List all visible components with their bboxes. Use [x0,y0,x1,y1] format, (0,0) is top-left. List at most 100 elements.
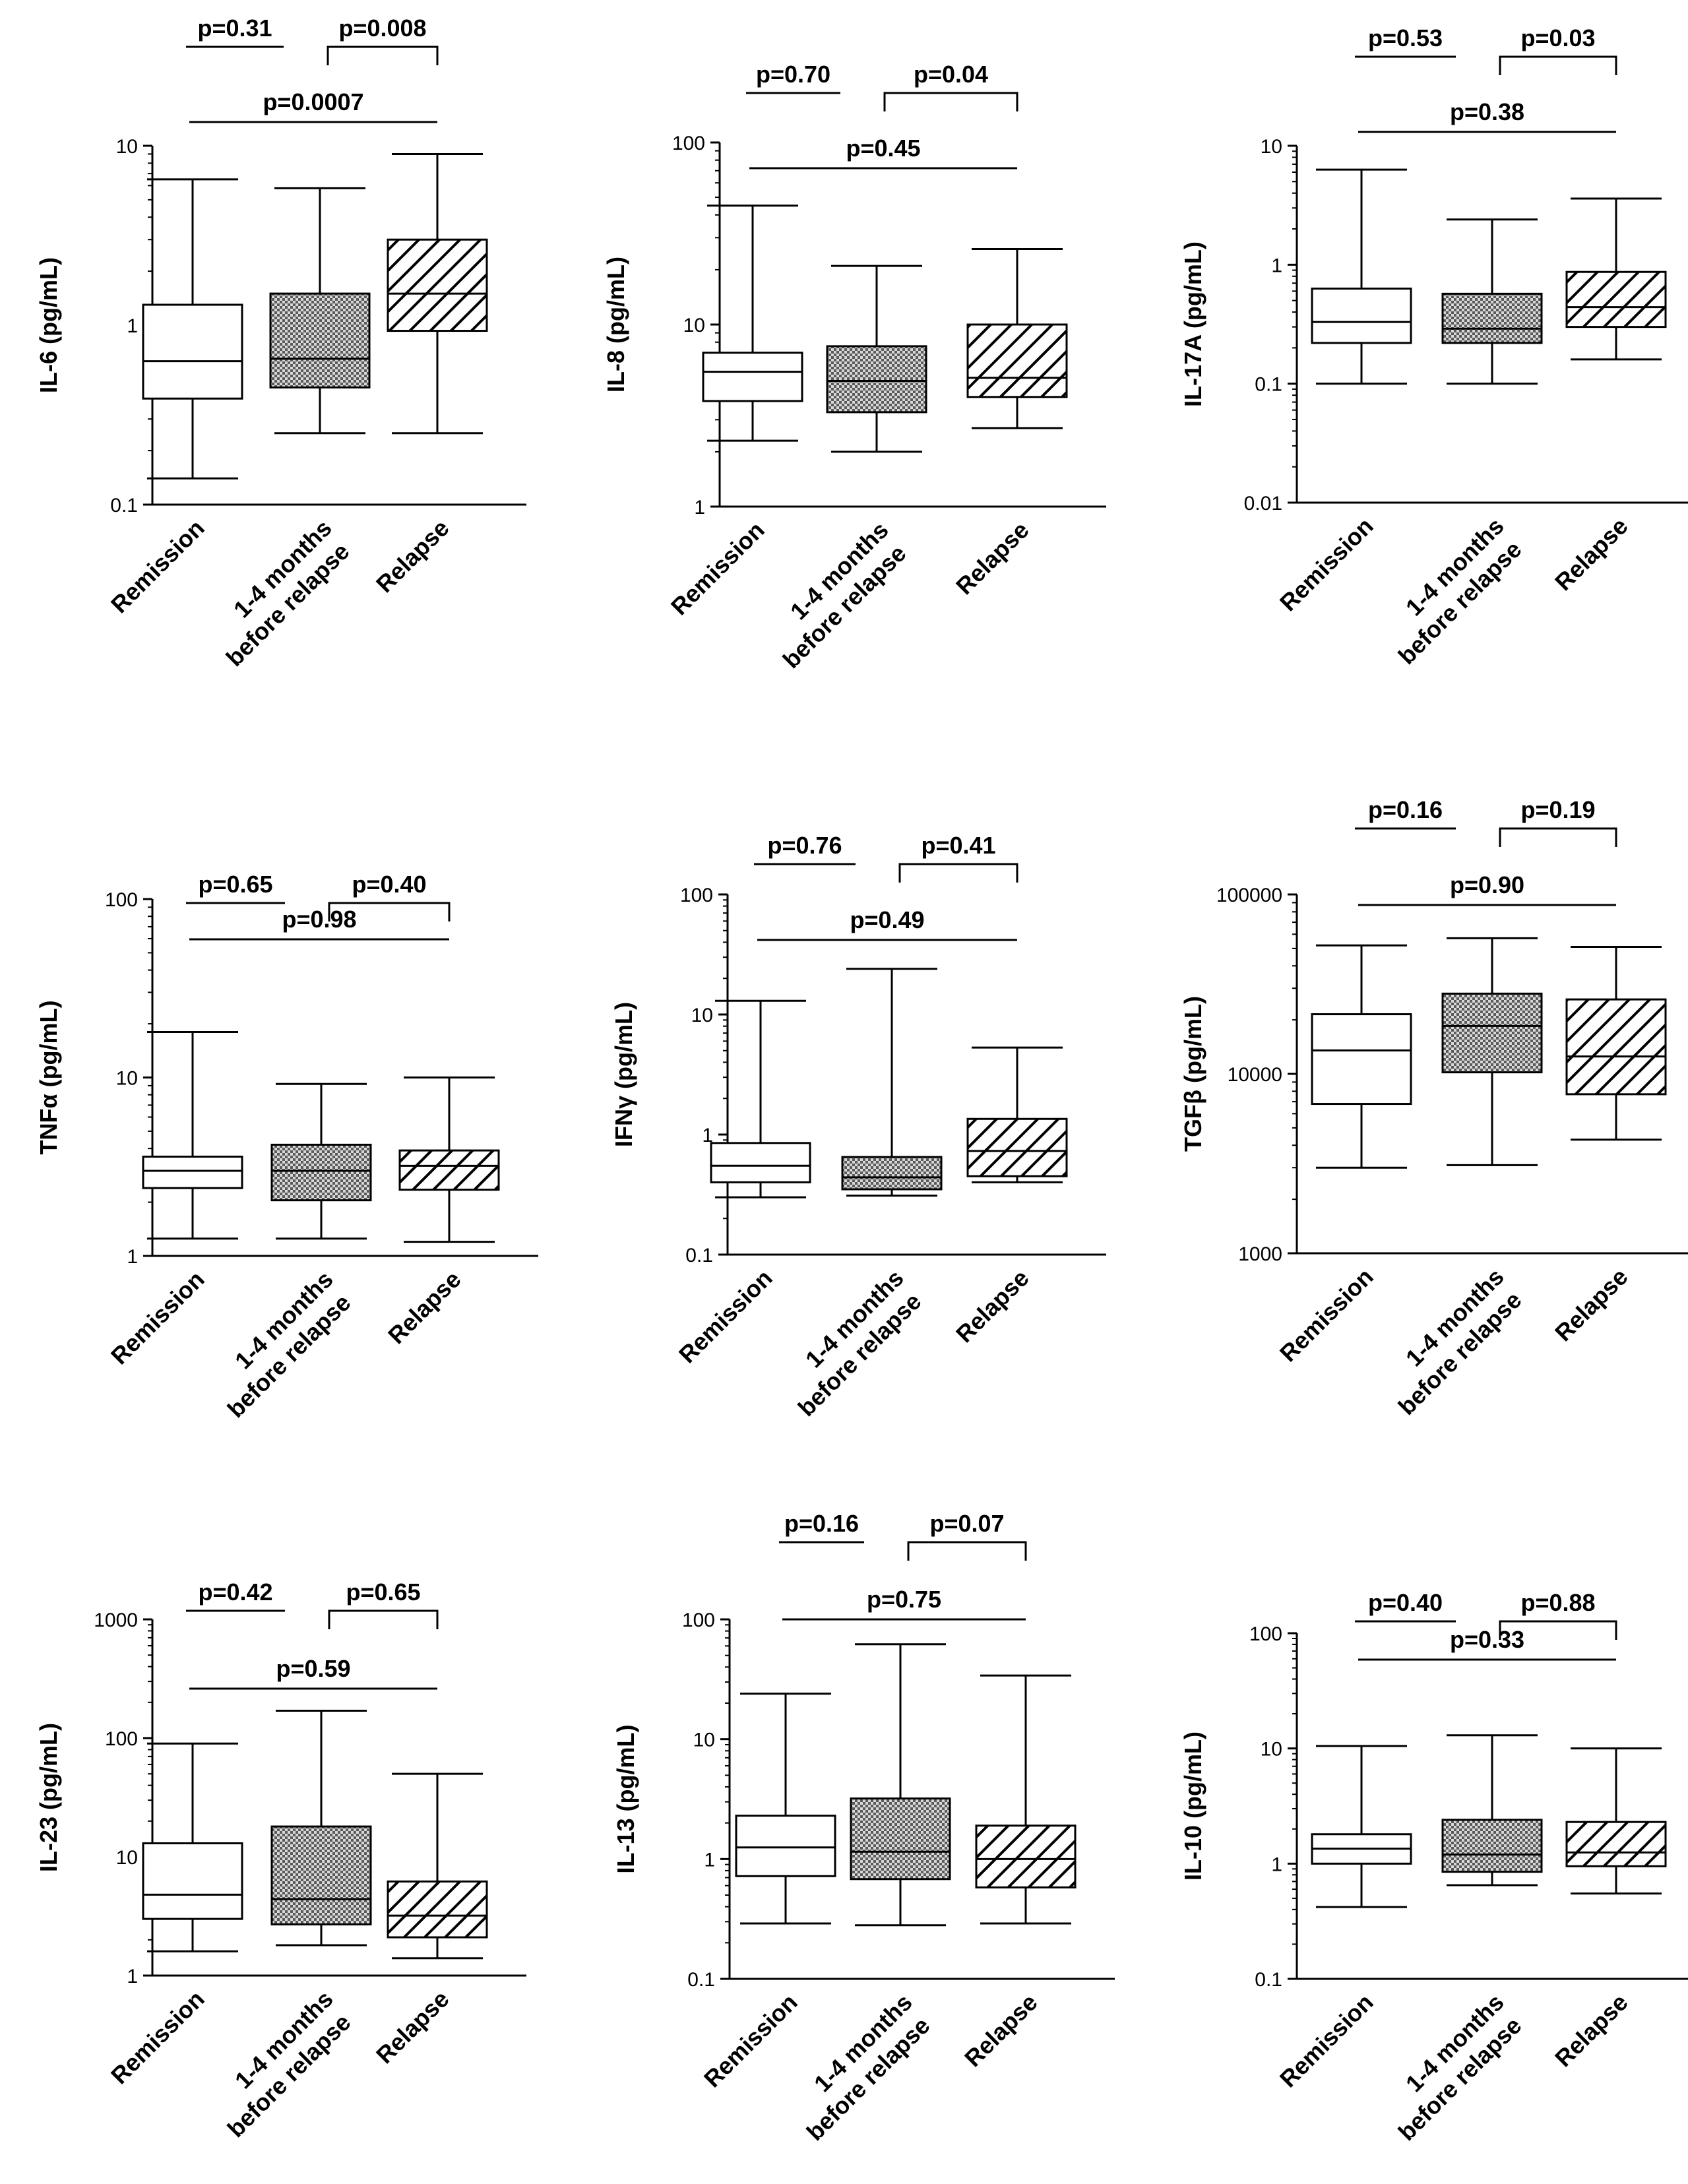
comparison-bracket [898,863,1018,883]
x-category-label-line: Remission [106,515,210,619]
box-plot [1441,218,1543,385]
p-value-label: p=0.45 [846,135,920,162]
x-category-label-line: Relapse [951,1264,1034,1348]
y-tick-label: 10000 [1228,1064,1282,1086]
p-value-label: p=0.19 [1520,796,1595,823]
x-category-label: Remission [666,516,770,621]
x-category-label: 1-4 monthsbefore relapse [1372,1989,1529,2146]
x-category-label-line: Relapse [383,1266,466,1350]
p-value-label: p=0.88 [1520,1589,1595,1616]
x-category-label: Remission [673,1264,778,1369]
p-value-label: p=0.04 [914,61,988,88]
x-category-label-line: Remission [699,1989,803,2093]
box-plot [966,1046,1068,1183]
box-iqr [270,1825,372,1925]
y-axis-label: IL-17A (pg/mL) [1179,241,1206,407]
box-plot [398,1076,500,1243]
x-category-label-line: Remission [106,1266,210,1370]
box-plot [142,178,243,480]
y-tick-label: 1 [127,315,138,337]
chart-panel: 1 10 100 1000 IL-23 (pg/mL) Remission 1-4 mont… [35,1578,526,2142]
box-plot [975,1674,1077,1925]
x-category-label-line: Relapse [371,1985,454,2069]
box-iqr [142,1842,243,1920]
box-plot [735,1693,836,1925]
y-tick-label: 100000 [1216,885,1282,906]
chart-panel: 0.1 1 10 100 IFNγ (pg/mL) Remission 1-4 months… [610,832,1106,1421]
comparison-bracket [907,1541,1027,1561]
p-value-label: p=0.16 [1368,796,1443,823]
x-category-label: 1-4 monthsbefore relapse [772,1264,929,1421]
box-iqr [850,1797,951,1881]
box-iqr [142,303,243,400]
comparison-bracket [328,902,451,921]
y-tick-label: 100 [1249,1623,1282,1645]
y-axis-label: IL-23 (pg/mL) [35,1723,62,1872]
y-tick-label: 10 [683,315,705,336]
box-iqr [826,345,927,414]
x-category-label: Relapse [383,1266,466,1350]
y-tick-label: 1 [127,1246,138,1268]
y-tick-label: 100 [672,133,705,154]
box-iqr [1311,288,1412,344]
y-tick-label: 1000 [94,1609,138,1631]
p-value-label: p=0.75 [867,1586,941,1613]
x-category-label: Remission [1274,513,1379,617]
p-value-label: p=0.65 [198,871,272,898]
box-plot [269,187,371,435]
y-tick-label: 0.1 [1255,374,1282,396]
box-iqr [702,352,803,402]
x-category-label: 1-4 monthsbefore relapse [201,1985,358,2142]
x-category-label: Remission [1274,1263,1379,1367]
p-value-label: p=0.65 [346,1578,420,1606]
box-iqr [269,292,371,389]
box-plot [1311,944,1412,1169]
x-category-label: Relapse [1549,513,1633,596]
comparison-bracket [328,1609,439,1629]
chart-panel: 0.1 1 10 100 IL-13 (pg/mL) Remission 1-4 month… [612,1510,1115,2146]
box-plot [270,1710,372,1947]
box-iqr [841,1156,943,1191]
y-tick-label: 0.01 [1244,493,1282,515]
y-tick-label: 1 [1271,255,1282,276]
comparison-bracket [883,92,1018,111]
chart-panel: 0.01 0.1 1 10 IL-17A (pg/mL) Remission 1-4 mon… [1179,24,1688,670]
box-iqr [398,1149,500,1191]
box-plot [387,1772,488,1960]
x-category-label: Relapse [959,1989,1043,2073]
p-value-label: p=0.90 [1450,871,1524,898]
p-value-label: p=0.03 [1520,24,1595,51]
x-category-label: 1-4 monthsbefore relapse [200,515,357,671]
box-iqr [1565,270,1667,328]
box-plot [850,1643,951,1927]
x-category-label-line: Relapse [371,515,454,598]
box-plot [710,999,811,1199]
comparison-bracket [1499,1620,1617,1640]
box-plot [1565,946,1667,1141]
box-iqr [1565,1821,1667,1867]
chart-panel: 0.1 1 10 IL-6 (pg/mL) Remission 1-4 monthsbef… [35,15,526,671]
y-tick-label: 100 [682,1609,715,1631]
x-category-label-line: Remission [1274,1263,1379,1367]
box-iqr [142,1156,243,1189]
x-category-label: Remission [699,1989,803,2093]
p-value-label: p=0.59 [276,1655,350,1682]
comparison-bracket [1499,827,1617,847]
x-category-label-line: Remission [106,1985,210,2090]
box-iqr [1441,992,1543,1074]
x-category-label: Relapse [371,1985,454,2069]
box-plot [1311,168,1412,385]
box-plot [841,968,943,1197]
p-value-label: p=0.31 [197,15,272,42]
p-value-label: p=0.07 [929,1510,1004,1537]
y-tick-label: 1 [694,497,705,518]
p-value-label: p=0.0007 [263,88,363,115]
box-plot [1441,937,1543,1166]
p-value-label: p=0.33 [1450,1626,1524,1653]
x-category-label-line: Relapse [1549,1989,1633,2073]
y-tick-label: 1 [127,1966,138,1987]
p-value-label: p=0.38 [1450,98,1524,125]
p-value-label: p=0.49 [850,906,924,933]
box-plot [826,265,927,453]
